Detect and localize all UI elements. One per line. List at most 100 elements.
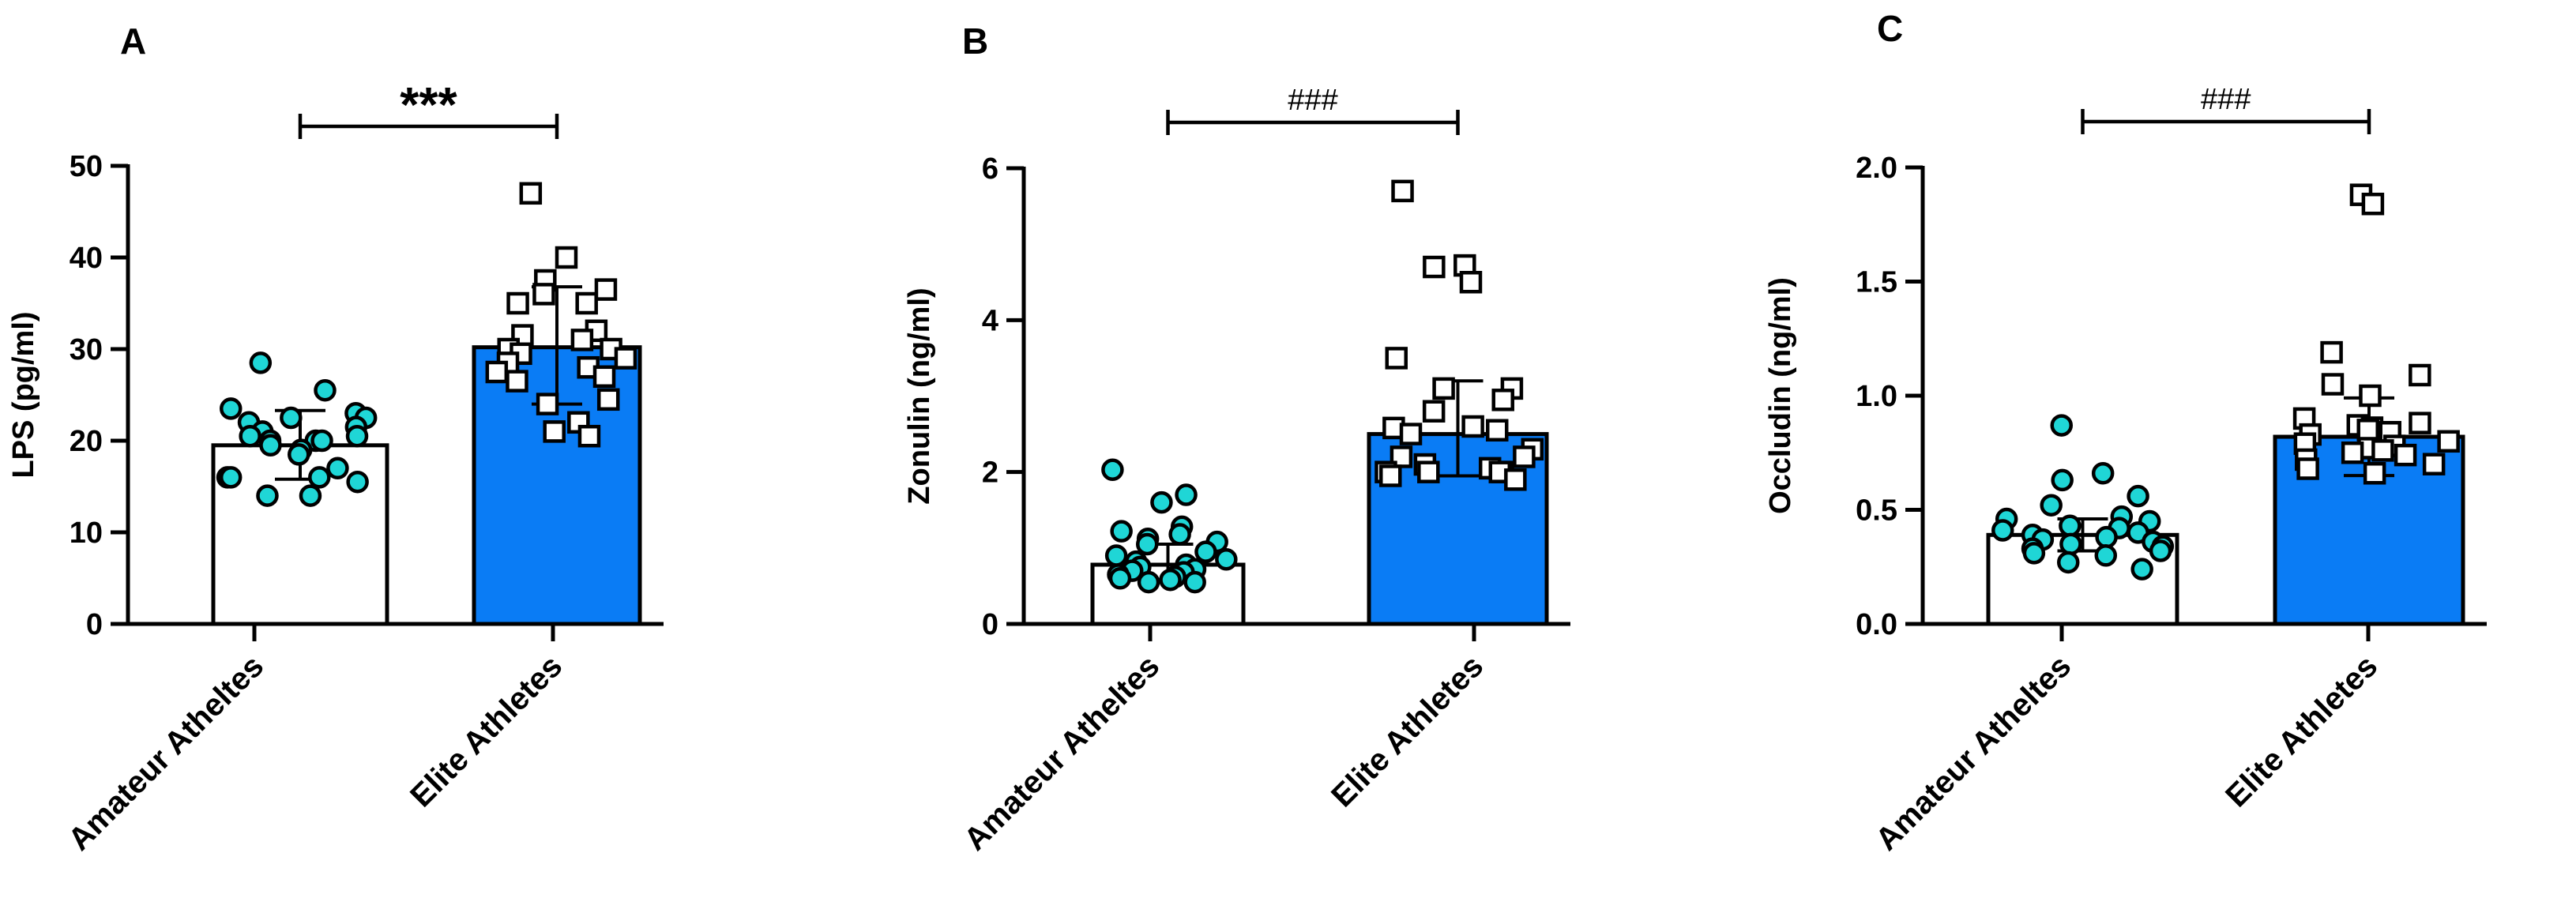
- data-point: [2409, 411, 2431, 434]
- y-tick-label: 0.5: [1856, 494, 1897, 528]
- y-tick-label: 0: [982, 608, 998, 641]
- data-point: [555, 246, 578, 269]
- significance-bracket: [1166, 110, 1460, 135]
- y-tick-label: 2: [982, 457, 998, 490]
- significance-label: ***: [400, 78, 457, 133]
- y-axis-title: Zonulin (ng/ml): [903, 287, 936, 504]
- y-axis: [111, 163, 130, 626]
- data-point: [519, 182, 543, 205]
- data-point: [1175, 483, 1198, 506]
- x-tick-label: Amateur Atheltes: [1869, 648, 2078, 857]
- significance-label: ###: [1288, 84, 1337, 117]
- data-point: [2409, 363, 2431, 387]
- y-axis: [1905, 165, 1925, 626]
- data-point: [345, 424, 369, 448]
- y-tick-label: 0: [86, 608, 103, 641]
- x-tick-label: Amateur Atheltes: [62, 648, 270, 857]
- data-point: [1417, 460, 1440, 483]
- data-point: [2422, 453, 2446, 475]
- data-point: [2359, 384, 2382, 408]
- data-point: [577, 424, 601, 448]
- data-point: [1101, 458, 1124, 482]
- data-point: [532, 283, 555, 306]
- y-axis-title: LPS (pg/ml): [7, 311, 40, 478]
- y-tick-label: 6: [982, 152, 998, 186]
- data-point: [1513, 445, 1536, 468]
- data-point: [1991, 519, 2014, 542]
- data-point: [1423, 255, 1446, 279]
- data-point: [2050, 414, 2074, 437]
- y-tick-label: 1.5: [1856, 266, 1897, 299]
- data-point: [1135, 532, 1159, 556]
- data-point: [1504, 468, 1527, 491]
- data-point: [308, 466, 331, 489]
- x-tick-label: Elite Athletes: [2219, 648, 2384, 813]
- data-point: [2095, 525, 2118, 549]
- data-point: [1459, 271, 1483, 294]
- data-point: [326, 457, 349, 480]
- series-amateur: [1090, 458, 1246, 626]
- significance-bracket: [2081, 109, 2371, 134]
- y-tick-label: 0.0: [1856, 608, 1897, 641]
- data-point: [219, 466, 243, 489]
- data-point: [299, 484, 322, 507]
- data-point: [2091, 462, 2115, 485]
- data-point: [249, 351, 273, 374]
- panel-b: B 0 2 4 6 Amateur Atheltes Elite Athletes Zonul…: [903, 21, 1570, 858]
- y-axis-title: Occludin (ng/ml): [1764, 277, 1797, 514]
- data-point: [2363, 462, 2386, 485]
- y-tick-label: 1.0: [1856, 380, 1897, 413]
- data-point: [485, 360, 509, 384]
- data-point: [280, 406, 303, 430]
- data-point: [592, 365, 616, 389]
- data-point: [2094, 544, 2118, 567]
- data-point: [1194, 540, 1217, 563]
- data-point: [2022, 542, 2046, 565]
- x-tick-label: Elite Athletes: [404, 648, 569, 813]
- data-point: [1110, 520, 1133, 543]
- data-point: [596, 388, 620, 411]
- data-point: [1422, 400, 1446, 423]
- data-point: [2437, 430, 2460, 453]
- data-point: [2341, 441, 2364, 464]
- panel-a: A 0 10 20 30 40 50 Amateur Atheltes Elite Athlet…: [7, 21, 664, 858]
- y-tick-label: 10: [70, 517, 103, 550]
- series-amateur: [1986, 414, 2179, 626]
- data-point: [570, 329, 594, 351]
- data-point: [219, 397, 243, 420]
- data-point: [1159, 568, 1182, 592]
- data-point: [575, 291, 598, 315]
- data-point: [287, 443, 310, 466]
- data-point: [346, 470, 369, 494]
- y-tick-label: 2.0: [1856, 152, 1897, 185]
- y-tick-label: 4: [982, 304, 998, 337]
- data-point: [259, 434, 282, 457]
- data-point: [1391, 179, 1414, 203]
- data-point: [2130, 558, 2153, 581]
- significance-label: ###: [2201, 83, 2251, 116]
- data-point: [1183, 570, 1206, 594]
- data-point: [1432, 377, 1455, 400]
- y-tick-label: 20: [70, 425, 103, 458]
- data-point: [239, 424, 261, 448]
- data-point: [2321, 373, 2345, 396]
- x-tick-label: Elite Athletes: [1325, 648, 1490, 813]
- panel-letter: B: [962, 21, 988, 62]
- data-point: [1379, 464, 1402, 487]
- y-tick-label: 40: [70, 242, 103, 275]
- data-point: [1399, 423, 1423, 445]
- data-point: [314, 378, 337, 402]
- data-point: [506, 291, 529, 315]
- data-point: [2320, 340, 2343, 364]
- series-elite: [472, 182, 642, 626]
- y-tick-label: 30: [70, 333, 103, 366]
- data-point: [2051, 468, 2074, 492]
- data-point: [2149, 539, 2172, 562]
- data-point: [2056, 550, 2080, 574]
- data-point: [2394, 443, 2417, 467]
- series-amateur: [211, 351, 389, 626]
- data-point: [506, 370, 528, 393]
- data-point: [594, 278, 618, 301]
- data-point: [1137, 570, 1160, 594]
